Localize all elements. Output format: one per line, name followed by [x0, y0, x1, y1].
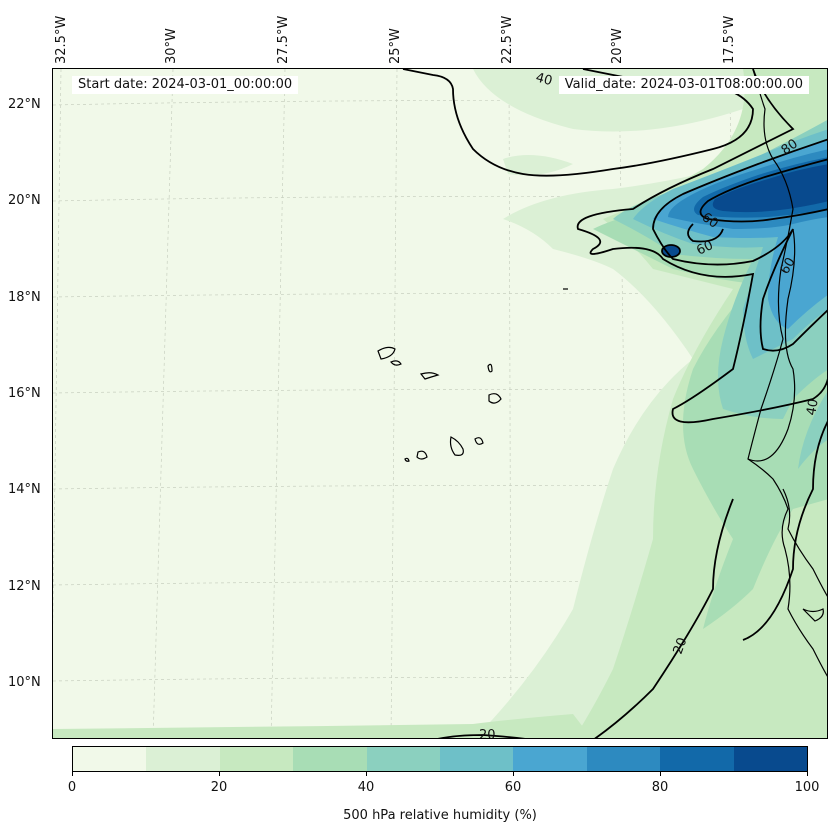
contour-80 [699, 158, 827, 223]
contour-40-outer [576, 69, 827, 424]
colorbar-segment [366, 747, 441, 771]
contour-label: 20 [671, 636, 691, 657]
africa-inland [747, 228, 796, 462]
coastlines [377, 69, 827, 677]
contour-label: 60 [694, 238, 715, 259]
colorbar-segment [440, 747, 514, 771]
contour-label: 40 [804, 398, 822, 417]
band-90-100 [712, 164, 827, 213]
africa-coast [747, 69, 827, 677]
island-fogo [416, 450, 428, 460]
colorbar-segment [586, 747, 661, 771]
lat-label: 22°N [8, 97, 41, 112]
colorbar [72, 746, 808, 772]
lon-label: 25°W [388, 28, 403, 64]
lon-label: 27.5°W [276, 15, 291, 64]
lat-label: 20°N [8, 193, 41, 208]
colorbar-title: 500 hPa relative humidity (%) [343, 808, 537, 823]
colorbar-tick: 20 [210, 780, 228, 795]
lon-label: 22.5°W [500, 15, 515, 64]
band-90-small [662, 245, 680, 257]
bissagos [802, 608, 824, 622]
humidity-map: 40 60 80 60 60 40 20 20 [53, 69, 827, 739]
lon-label: 17.5°W [722, 15, 737, 64]
guinea-coast [782, 488, 827, 597]
island-boa-vista [488, 393, 502, 404]
band-20-30b [53, 714, 592, 738]
island-santo-antao [377, 346, 396, 360]
contour-label: 20 [479, 728, 496, 739]
island-sal [487, 363, 493, 373]
lon-label: 30°W [164, 28, 179, 64]
island-santiago [449, 436, 464, 456]
contour-label: 40 [534, 70, 554, 89]
contour-label: 60 [777, 255, 798, 277]
valid-date-label: Valid_date: 2024-03-01T08:00:00.00 [558, 76, 809, 94]
island-sao-nicolau [419, 372, 440, 380]
colorbar-tick: 0 [67, 780, 77, 795]
contour-80-inner [687, 223, 724, 243]
lon-label: 32.5°W [54, 15, 69, 64]
start-date-label: Start date: 2024-03-01_00:00:00 [72, 76, 299, 94]
contour-label-layer: 40 60 80 60 60 40 20 20 [479, 70, 822, 739]
map-frame: 40 60 80 60 60 40 20 20 [52, 68, 828, 739]
lat-label: 14°N [8, 482, 41, 497]
colorbar-tick: 100 [794, 780, 820, 795]
band-10-20b [503, 155, 573, 176]
contour-20-south [594, 498, 734, 738]
contour-90-small [661, 244, 681, 258]
colorbar-tick: 60 [504, 780, 522, 795]
colorbar-tick: 80 [651, 780, 669, 795]
colorbar-segment [513, 747, 587, 771]
lat-label: 16°N [8, 386, 41, 401]
contour-40-south [742, 421, 827, 641]
colorbar-segment [733, 747, 808, 771]
colorbar-segment [660, 747, 734, 771]
lat-label: 18°N [8, 290, 41, 305]
lat-label: 10°N [8, 675, 41, 690]
lat-label: 12°N [8, 579, 41, 594]
colorbar-segment [146, 747, 220, 771]
contours [402, 69, 827, 738]
island-sao-vicente [390, 360, 402, 366]
band-40-50b [798, 392, 827, 469]
island-brava [404, 457, 410, 462]
contour-60 [652, 138, 827, 352]
colorbar-segment [73, 747, 147, 771]
colorbar-segment [219, 747, 294, 771]
colorbar-segment [293, 747, 367, 771]
island-maio [474, 437, 484, 445]
lon-label: 20°W [610, 28, 625, 64]
contour-20-bottom [437, 734, 526, 738]
colorbar-tick: 40 [357, 780, 375, 795]
